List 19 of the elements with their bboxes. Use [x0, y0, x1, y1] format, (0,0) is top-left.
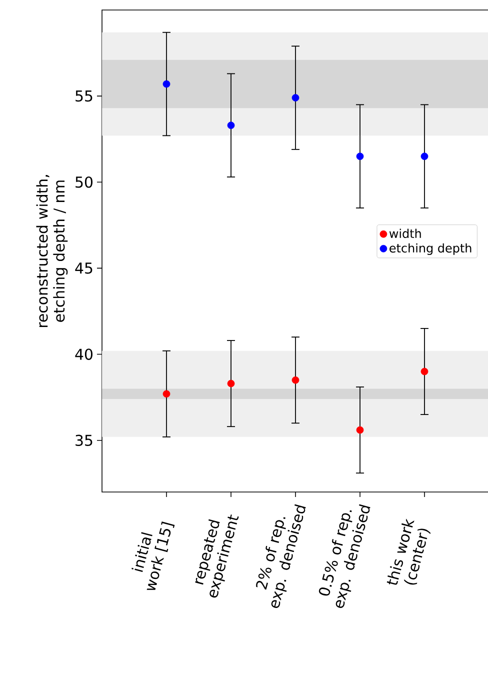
- point: [292, 94, 300, 102]
- legend-label: width: [389, 228, 421, 238]
- y-tick-label: 50: [76, 176, 92, 188]
- y-tick-label: 45: [75, 262, 92, 274]
- point: [292, 376, 300, 384]
- point: [227, 122, 235, 130]
- y-tick-label: 40: [75, 348, 92, 360]
- x-tick-label: initial work [15]: [132, 522, 175, 590]
- point: [227, 380, 235, 388]
- point: [356, 426, 364, 434]
- y-axis-title: reconstructed width, etching depth / nm: [36, 175, 68, 328]
- legend-label: etching depth: [390, 243, 472, 255]
- y-tick-label: 55: [76, 90, 92, 102]
- point: [162, 80, 170, 88]
- point: [162, 390, 170, 398]
- y-tick-label: 35: [76, 434, 92, 446]
- point: [420, 152, 428, 160]
- point: [420, 368, 428, 376]
- point: [356, 152, 364, 160]
